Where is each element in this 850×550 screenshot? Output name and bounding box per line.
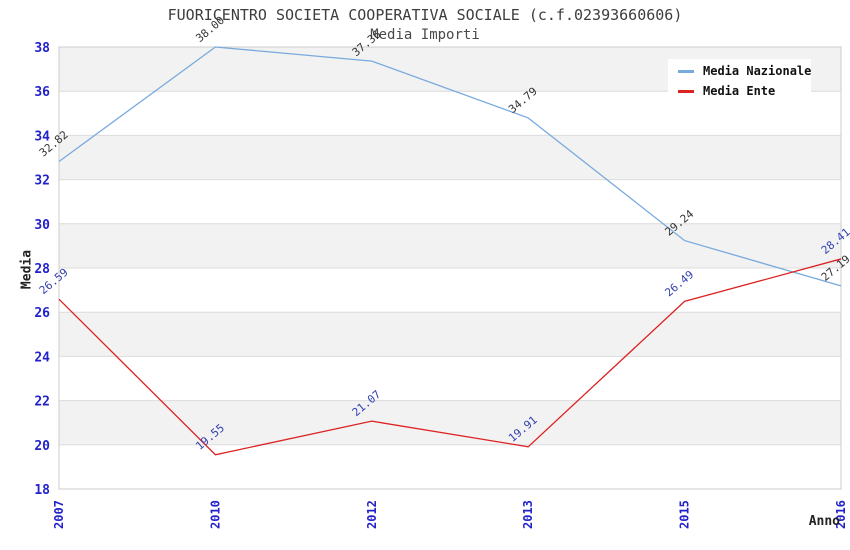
plot-band: [59, 356, 841, 401]
x-tick-label: 2013: [521, 500, 535, 529]
plot-band: [59, 312, 841, 357]
legend-label: Media Nazionale: [703, 64, 812, 78]
legend-label: Media Ente: [703, 84, 776, 98]
y-tick-label: 36: [34, 85, 50, 100]
x-tick-label: 2010: [208, 500, 222, 529]
legend-swatch-media-nazionale: [678, 69, 694, 73]
legend-swatch-media-ente: [678, 89, 694, 93]
data-point-label: 38.00: [193, 14, 227, 45]
y-tick-label: 38: [34, 41, 50, 56]
plot-border: [58, 46, 842, 490]
plot-band: [59, 268, 841, 313]
legend-item-media-ente: Media Ente: [678, 84, 803, 98]
x-axis-title: Anno: [808, 514, 840, 529]
plot-band: [59, 179, 841, 224]
series-line-media-nazionale: [58, 46, 842, 287]
y-tick-label: 24: [34, 350, 50, 365]
plot-band: [59, 223, 841, 268]
y-tick-label: 30: [34, 218, 50, 233]
y-tick-label: 20: [34, 439, 50, 454]
y-tick-label: 18: [34, 483, 50, 498]
y-tick-label: 28: [34, 262, 50, 277]
chart-title: FUORICENTRO SOCIETA COOPERATIVA SOCIALE …: [167, 6, 683, 24]
y-tick-label: 26: [34, 306, 50, 321]
x-tick-label: 2016: [834, 500, 848, 529]
plot-band: [59, 444, 841, 489]
legend: Media Nazionale Media Ente: [668, 59, 811, 104]
x-tick-label: 2015: [678, 500, 692, 529]
plot-band: [59, 400, 841, 445]
y-tick-label: 22: [34, 395, 50, 410]
legend-item-media-nazionale: Media Nazionale: [678, 64, 811, 78]
x-tick-label: 2007: [52, 500, 66, 529]
plot-band: [59, 135, 841, 180]
y-tick-label: 32: [34, 174, 50, 189]
y-tick-label: 34: [34, 129, 50, 144]
x-tick-label: 2012: [365, 500, 379, 529]
chart-subtitle: Media Importi: [370, 27, 480, 43]
series-line-media-ente: [58, 258, 842, 456]
